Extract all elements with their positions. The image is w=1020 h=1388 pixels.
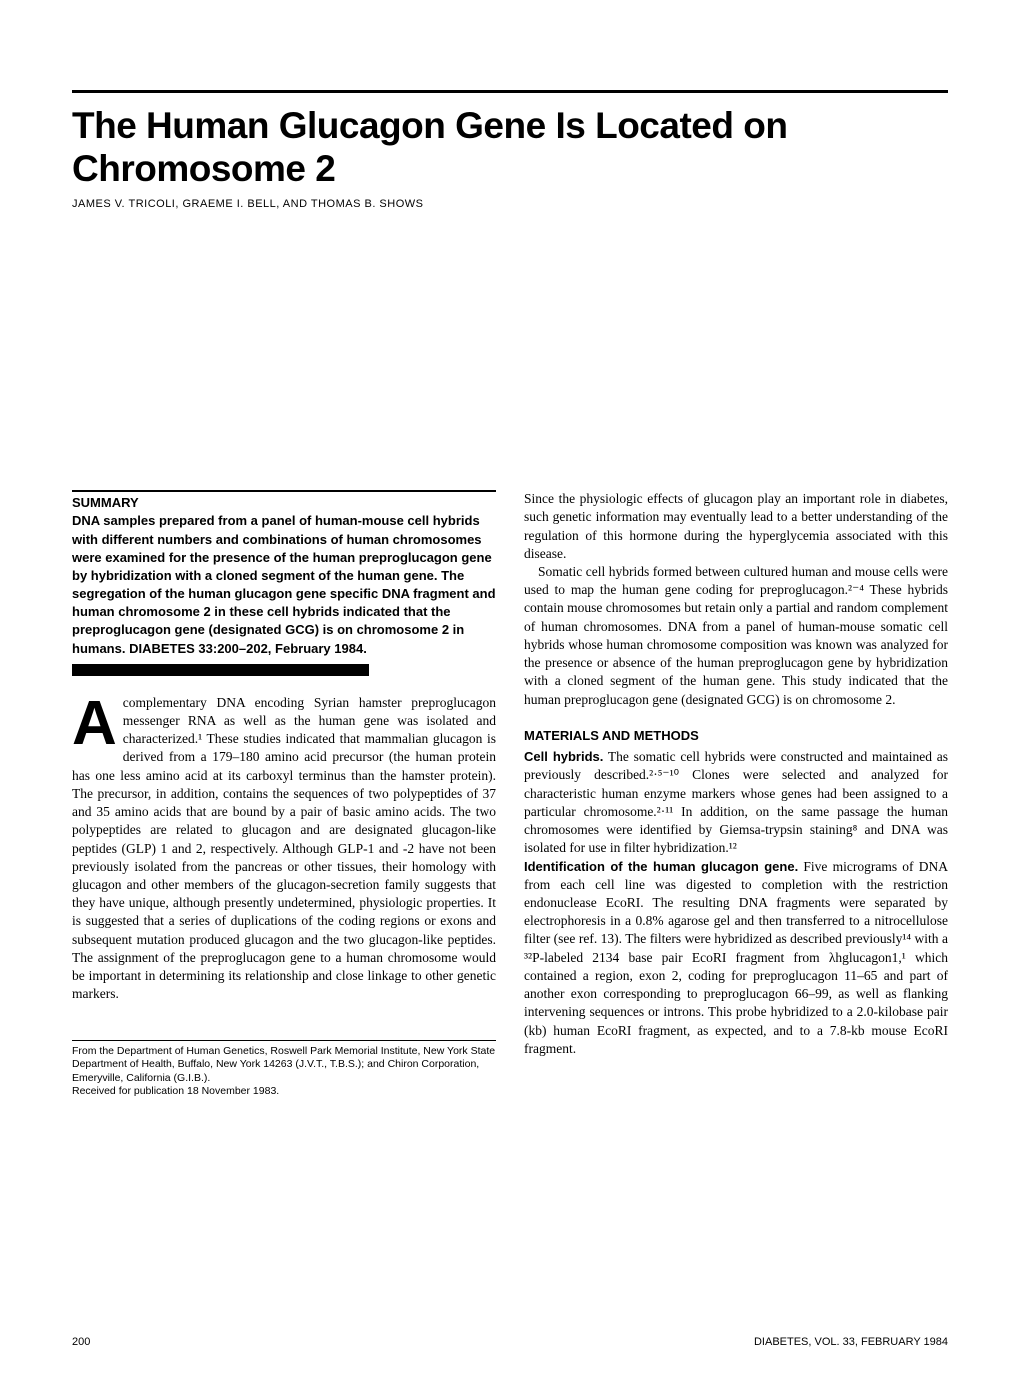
col2-para-2: Somatic cell hybrids formed between cult… [524,563,948,709]
page-footer: 200 DIABETES, VOL. 33, FEBRUARY 1984 [72,1336,948,1348]
identification-label: Identification of the human glucagon gen… [524,859,798,874]
intro-text: complementary DNA encoding Syrian hamste… [72,695,496,1002]
divider-bar [72,664,369,676]
two-column-body: SUMMARY DNA samples prepared from a pane… [72,490,948,1099]
summary-text: DNA samples prepared from a panel of hum… [72,512,496,658]
cell-hybrids-para: Cell hybrids. The somatic cell hybrids w… [524,748,948,857]
intro-paragraph: A complementary DNA encoding Syrian hams… [72,694,496,1004]
authors-line: JAMES V. TRICOLI, GRAEME I. BELL, AND TH… [72,198,948,210]
affiliation-line-2: Received for publication 18 November 198… [72,1085,496,1099]
summary-heading: SUMMARY [72,490,496,512]
left-column: SUMMARY DNA samples prepared from a pane… [72,490,496,1099]
page-number: 200 [72,1336,90,1348]
identification-body: Five micrograms of DNA from each cell li… [524,859,948,1056]
right-column: Since the physiologic effects of glucago… [524,490,948,1099]
methods-heading: MATERIALS AND METHODS [524,727,948,745]
top-rule [72,90,948,93]
cell-hybrids-body: The somatic cell hybrids were constructe… [524,749,948,855]
identification-para: Identification of the human glucagon gen… [524,858,948,1058]
cell-hybrids-label: Cell hybrids. [524,749,603,764]
article-title: The Human Glucagon Gene Is Located on Ch… [72,105,948,190]
affiliation-line-1: From the Department of Human Genetics, R… [72,1045,496,1086]
dropcap-letter: A [72,698,117,751]
journal-citation: DIABETES, VOL. 33, FEBRUARY 1984 [754,1336,948,1348]
col2-para-1: Since the physiologic effects of glucago… [524,490,948,563]
